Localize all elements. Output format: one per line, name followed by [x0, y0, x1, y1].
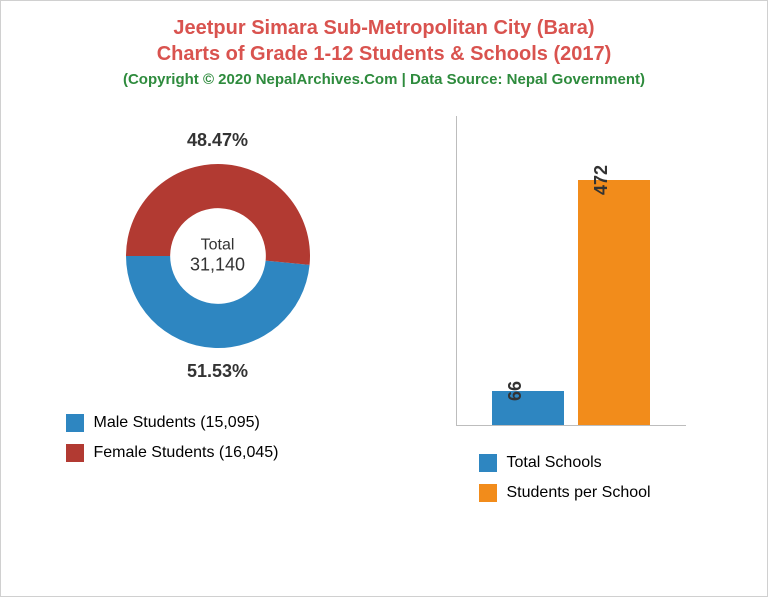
donut-center: Total 31,140 [190, 237, 245, 276]
donut-total-label: Total [190, 237, 245, 255]
swatch-female [66, 444, 84, 462]
subtitle: (Copyright © 2020 NepalArchives.Com | Da… [1, 71, 767, 88]
bar-legend: Total Schools Students per School [421, 454, 651, 514]
legend-male-label: Male Students (15,095) [94, 414, 260, 432]
legend-students-per-school: Students per School [479, 484, 651, 502]
legend-total-schools: Total Schools [479, 454, 651, 472]
title-line1: Jeetpur Simara Sub-Metropolitan City (Ba… [1, 15, 767, 41]
donut-total-value: 31,140 [190, 255, 245, 276]
donut-male-percent: 48.47% [187, 130, 248, 151]
bar-total-schools: 66 [492, 391, 564, 425]
donut-wrap: 48.47% Total 31,140 51.53% [98, 116, 338, 396]
bar-students-per-school: 472 [578, 180, 650, 425]
bar-value-total-schools: 66 [505, 381, 528, 401]
legend-female: Female Students (16,045) [66, 444, 279, 462]
donut-female-percent: 51.53% [187, 361, 248, 382]
swatch-total-schools [479, 454, 497, 472]
bar-chart-block: 66 472 Total Schools Students per School [421, 116, 721, 514]
charts-row: 48.47% Total 31,140 51.53% Male Students… [1, 116, 767, 514]
bar-chart-area: 66 472 [456, 116, 686, 426]
title-line2: Charts of Grade 1-12 Students & Schools … [1, 41, 767, 67]
donut-chart-block: 48.47% Total 31,140 51.53% Male Students… [48, 116, 388, 474]
bar-value-students-per-school: 472 [591, 165, 614, 195]
donut-legend: Male Students (15,095) Female Students (… [48, 414, 279, 474]
swatch-male [66, 414, 84, 432]
chart-header: Jeetpur Simara Sub-Metropolitan City (Ba… [1, 1, 767, 88]
legend-female-label: Female Students (16,045) [94, 444, 279, 462]
legend-male: Male Students (15,095) [66, 414, 279, 432]
legend-students-per-school-label: Students per School [507, 484, 651, 502]
swatch-students-per-school [479, 484, 497, 502]
legend-total-schools-label: Total Schools [507, 454, 602, 472]
